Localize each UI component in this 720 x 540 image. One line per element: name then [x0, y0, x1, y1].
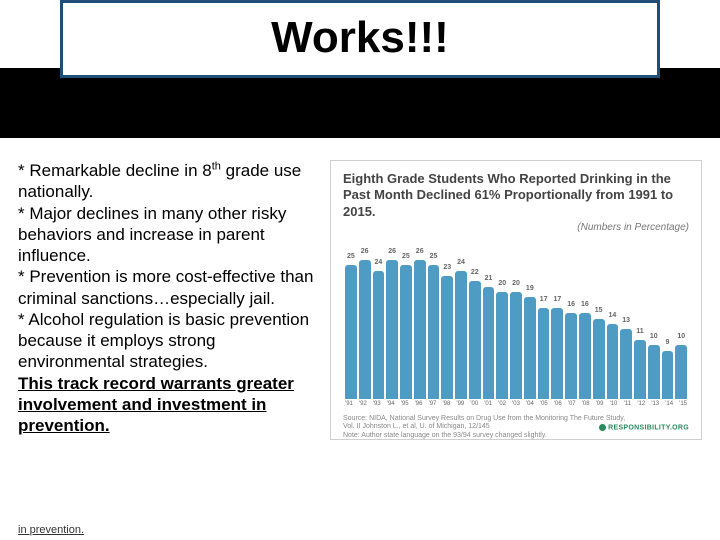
chart-year: '91: [343, 401, 355, 407]
chart-bar: 26: [359, 260, 371, 399]
chart-bar: 14: [607, 324, 619, 399]
chart-bar: 11: [634, 340, 646, 399]
chart-bar: 10: [675, 345, 687, 398]
chart-panel: Eighth Grade Students Who Reported Drink…: [330, 160, 702, 440]
chart-bar: 23: [441, 276, 453, 399]
chart-year: '97: [427, 401, 439, 407]
chart-bar: 19: [524, 297, 536, 398]
chart-year: '12: [635, 401, 647, 407]
chart-year: '04: [524, 401, 536, 407]
chart-bar: 9: [662, 351, 674, 399]
chart-year: '06: [552, 401, 564, 407]
chart-year-labels: '91'92'93'94'95'96'97'98'99'00'01'02'03'…: [343, 401, 689, 407]
chart-bar: 26: [414, 260, 426, 399]
chart-year: '11: [621, 401, 633, 407]
chart-year: '07: [566, 401, 578, 407]
chart-bar: 21: [483, 287, 495, 399]
chart-bar: 25: [428, 265, 440, 398]
chart-bar: 24: [373, 271, 385, 399]
chart-bar: 16: [579, 313, 591, 398]
bullet-text: * Remarkable decline in 8th grade use na…: [18, 160, 318, 440]
chart-bar: 17: [538, 308, 550, 399]
chart-year: '15: [677, 401, 689, 407]
chart-bar: 24: [455, 271, 467, 399]
chart-bar: 20: [510, 292, 522, 399]
chart-subtitle: (Numbers in Percentage): [343, 222, 689, 233]
chart-bar: 26: [386, 260, 398, 399]
chart-year: '93: [371, 401, 383, 407]
chart-year: '05: [538, 401, 550, 407]
chart-year: '95: [399, 401, 411, 407]
chart-bar: 22: [469, 281, 481, 398]
chart-year: '96: [413, 401, 425, 407]
chart-year: '13: [649, 401, 661, 407]
chart-year: '92: [357, 401, 369, 407]
chart-year: '01: [482, 401, 494, 407]
chart-bar: 10: [648, 345, 660, 398]
residual-text: in prevention.: [18, 524, 84, 536]
chart-year: '99: [454, 401, 466, 407]
responsibility-logo: RESPONSIBILITY.ORG: [599, 424, 689, 431]
chart-year: '98: [440, 401, 452, 407]
chart-year: '10: [608, 401, 620, 407]
chart-year: '03: [510, 401, 522, 407]
title-line2: Works!!!: [83, 15, 637, 61]
chart-year: '08: [580, 401, 592, 407]
chart-year: '94: [385, 401, 397, 407]
chart-year: '02: [496, 401, 508, 407]
chart-bar: 20: [496, 292, 508, 399]
title-box: Why Prevention Works!!!: [60, 0, 660, 78]
chart-bar: 16: [565, 313, 577, 398]
chart-bar: 25: [345, 265, 357, 398]
chart-bar: 15: [593, 319, 605, 399]
chart-year: '00: [468, 401, 480, 407]
chart-title: Eighth Grade Students Who Reported Drink…: [343, 171, 689, 220]
chart-year: '09: [594, 401, 606, 407]
chart-year: '14: [663, 401, 675, 407]
chart-bars: 2526242625262523242221202019171716161514…: [343, 239, 689, 399]
chart-bar: 17: [551, 308, 563, 399]
chart-bar: 13: [620, 329, 632, 398]
chart-bar: 25: [400, 265, 412, 398]
